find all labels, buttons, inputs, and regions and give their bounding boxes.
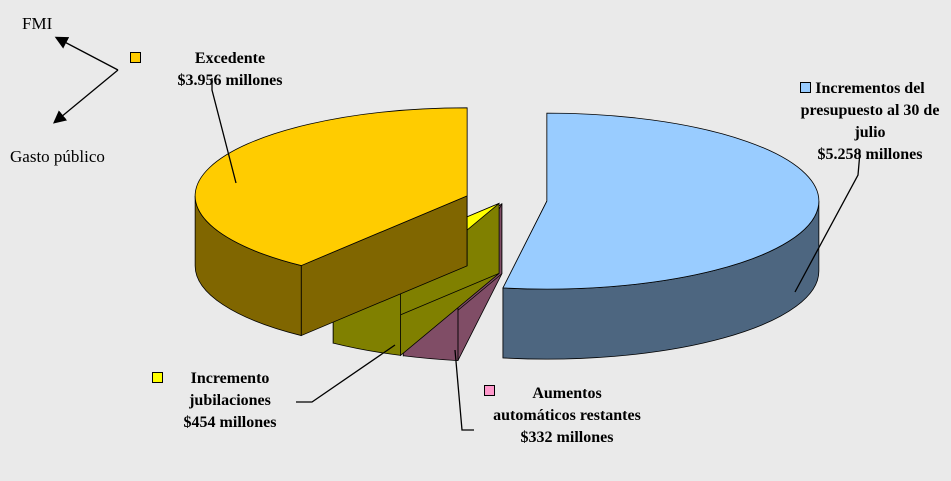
- category-label: Excedente: [194, 50, 266, 67]
- value-label: $332 millones: [520, 429, 614, 446]
- slice-label: Incremento jubilaciones $454 millones: [155, 368, 305, 434]
- leader-line: [794, 151, 861, 293]
- arrow: [54, 36, 119, 71]
- leader-line: [454, 349, 474, 431]
- pie-slice: [194, 107, 468, 337]
- value-label: $454 millones: [183, 414, 277, 431]
- legend-swatch: [484, 385, 495, 396]
- leader-line: [211, 78, 237, 184]
- arrows: [52, 36, 119, 124]
- value-label: $3.956 millones: [177, 72, 283, 89]
- value-label: $5.258 millones: [817, 146, 923, 163]
- legend-swatch: [800, 82, 811, 93]
- annotation: Gasto público: [10, 147, 105, 166]
- category-label: Incrementos del presupuesto al 30 de jul…: [800, 80, 940, 141]
- category-label: Incremento jubilaciones: [189, 370, 271, 409]
- slice-label: Excedente $3.956 millones: [155, 48, 305, 92]
- category-label: Aumentos automáticos restantes: [493, 385, 641, 424]
- pie-slice: [502, 112, 820, 360]
- slice-label: Incrementos del presupuesto al 30 de jul…: [790, 78, 950, 166]
- slice-top: [502, 112, 820, 290]
- leaders: [211, 78, 861, 431]
- arrow: [52, 69, 119, 124]
- pie: [194, 107, 820, 362]
- annotation: FMI: [22, 14, 53, 33]
- legend-swatch: [130, 52, 141, 63]
- leader-line: [296, 344, 396, 403]
- slice-label: Aumentos automáticos restantes $332 millo…: [492, 383, 642, 449]
- legend-swatch: [152, 372, 163, 383]
- slice-top: [194, 107, 468, 266]
